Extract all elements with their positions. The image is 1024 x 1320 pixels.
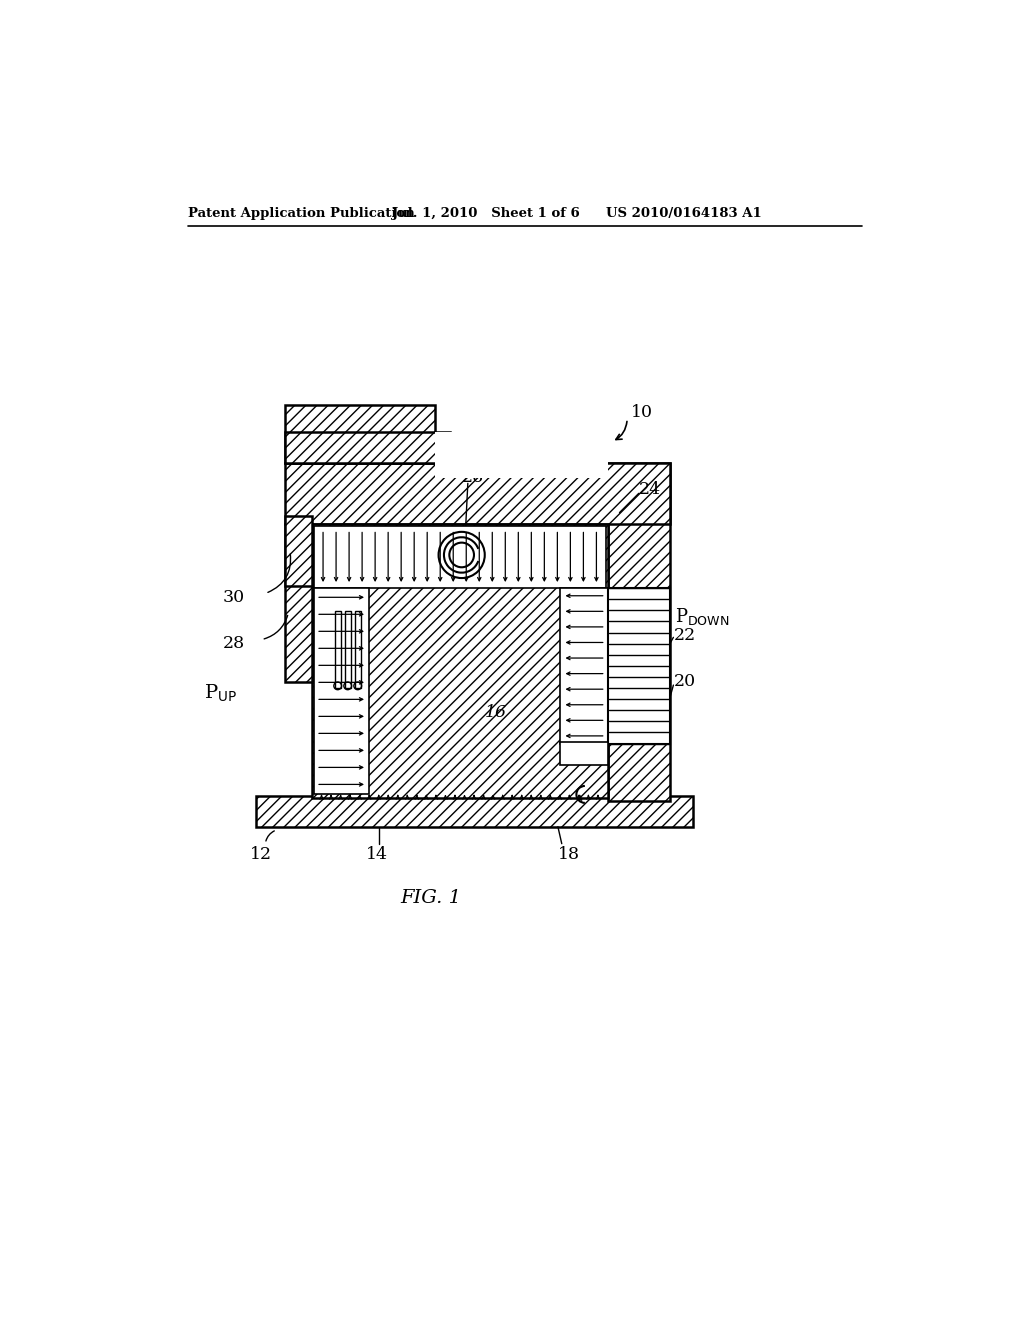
Bar [285,516,311,586]
Text: 30: 30 [222,589,245,606]
Bar [311,524,608,797]
Bar [313,527,605,589]
Bar [256,796,692,826]
Bar [345,611,351,688]
Text: Patent Application Publication: Patent Application Publication [188,207,415,220]
Bar [335,611,341,688]
Text: 18: 18 [558,846,580,863]
Text: 26: 26 [462,470,483,487]
Bar [435,432,608,478]
Text: 10: 10 [631,404,653,421]
Bar [354,611,360,688]
Text: 14: 14 [366,846,388,863]
Bar [608,462,670,801]
Bar [285,462,670,524]
Text: FIG. 1: FIG. 1 [400,888,462,907]
Bar [285,432,451,462]
Text: P$_{\mathsf{UP}}$: P$_{\mathsf{UP}}$ [204,682,237,704]
Text: P$_{\mathsf{DOWN}}$: P$_{\mathsf{DOWN}}$ [675,606,729,627]
Text: 20: 20 [674,673,695,690]
Text: 12: 12 [251,846,272,863]
Bar [285,524,311,682]
Text: Jul. 1, 2010   Sheet 1 of 6: Jul. 1, 2010 Sheet 1 of 6 [392,207,581,220]
Text: 16: 16 [484,705,507,721]
Text: US 2010/0164183 A1: US 2010/0164183 A1 [606,207,762,220]
Text: 28: 28 [222,635,245,652]
Text: 24: 24 [639,480,660,498]
Bar [560,589,608,743]
Bar [285,405,435,462]
Bar [313,589,370,793]
Bar [608,589,670,743]
Bar [560,742,608,766]
Text: 22: 22 [674,627,695,644]
